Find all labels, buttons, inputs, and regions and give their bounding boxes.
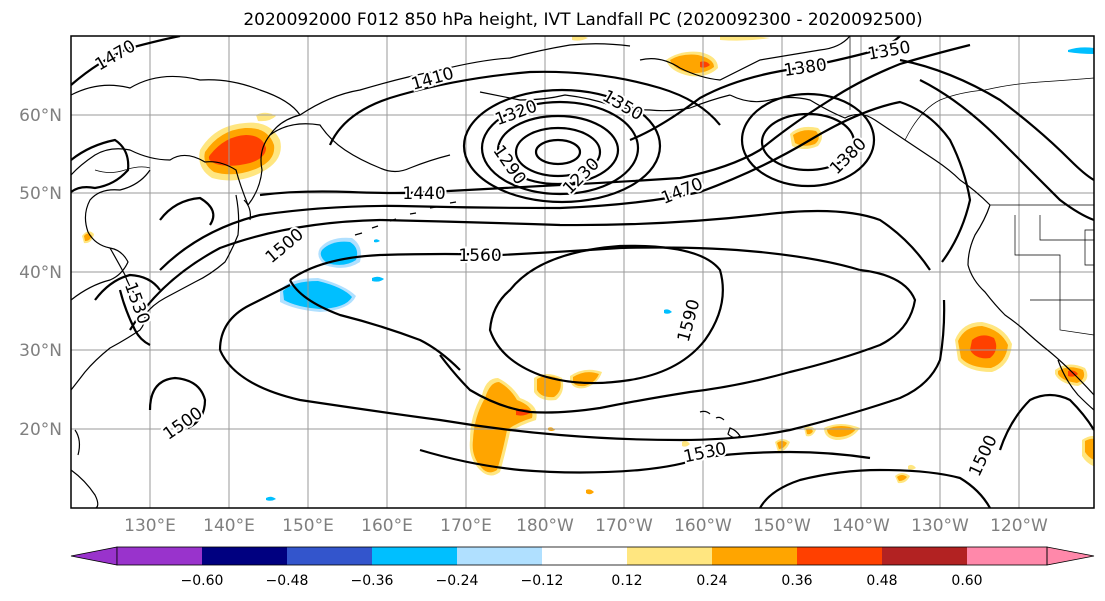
colorbar-tick-label: −0.48 <box>266 573 309 589</box>
colorbar-segment <box>967 547 1047 565</box>
colorbar-tick-label: −0.12 <box>521 573 564 589</box>
contour-label: 1410 <box>409 64 456 95</box>
colorbar-segment <box>372 547 457 565</box>
colorbar-segment <box>542 547 627 565</box>
latitude-labels: 60°N 50°N 40°N 30°N 20°N <box>19 106 62 440</box>
map-frame <box>70 35 1095 509</box>
colorbar-extend-low <box>70 546 118 566</box>
contour-label: 1500 <box>965 432 1001 480</box>
lon-tick-label: 180°W <box>516 516 574 536</box>
political-borders <box>94 36 1094 336</box>
colorbar-segment <box>627 547 712 565</box>
colorbar: −0.60 −0.48 −0.36 −0.24 −0.12 0.12 0.24 … <box>70 546 1095 589</box>
colorbar-tick-label: 0.12 <box>611 573 642 589</box>
lon-tick-label: 160°W <box>674 516 732 536</box>
shade-central-orange <box>472 382 533 473</box>
contour-label: 1380 <box>826 134 871 179</box>
height-contours <box>71 36 1094 508</box>
colorbar-segment <box>117 547 202 565</box>
colorbar-segment <box>882 547 967 565</box>
contour-label: 1440 <box>402 184 445 204</box>
lon-tick-label: 120°W <box>990 516 1048 536</box>
contour-label: 1470 <box>92 36 139 75</box>
colorbar-ticks: −0.60 −0.48 −0.36 −0.24 −0.12 0.12 0.24 … <box>181 573 983 589</box>
colorbar-extend-high <box>1046 546 1095 566</box>
lon-tick-label: 150°W <box>753 516 811 536</box>
colorbar-tick-label: −0.24 <box>436 573 479 589</box>
figure-title: 2020092000 F012 850 hPa height, IVT Land… <box>243 10 922 30</box>
lon-tick-label: 130°E <box>124 516 176 536</box>
contour-label: 1500 <box>262 225 308 268</box>
contour-label: 1380 <box>782 55 828 81</box>
graticule <box>71 36 1094 508</box>
ivt-shading <box>82 36 1094 501</box>
contour-label: 1590 <box>674 297 705 344</box>
contour-label: 1500 <box>160 403 207 444</box>
lon-tick-label: 140°E <box>203 516 255 536</box>
colorbar-tick-label: 0.48 <box>866 573 897 589</box>
lon-tick-label: 160°E <box>361 516 413 536</box>
lon-tick-label: 170°E <box>440 516 492 536</box>
colorbar-segment <box>797 547 882 565</box>
lat-tick-label: 40°N <box>19 263 62 283</box>
lat-tick-label: 50°N <box>19 184 62 204</box>
colorbar-segment <box>457 547 542 565</box>
lat-tick-label: 20°N <box>19 420 62 440</box>
lon-tick-label: 140°W <box>832 516 890 536</box>
colorbar-tick-label: −0.60 <box>181 573 224 589</box>
lon-tick-label: 170°W <box>595 516 653 536</box>
lat-tick-label: 30°N <box>19 341 62 361</box>
longitude-labels: 130°E 140°E 150°E 160°E 170°E 180°W 170°… <box>124 516 1048 536</box>
lon-tick-label: 130°W <box>911 516 969 536</box>
lon-tick-label: 150°E <box>282 516 334 536</box>
colorbar-tick-label: 0.60 <box>951 573 982 589</box>
map-area: 1470 1410 1320 1350 1350 1380 1290 1230 … <box>71 36 1094 508</box>
colorbar-tick-label: 0.36 <box>781 573 812 589</box>
colorbar-tick-label: −0.36 <box>351 573 394 589</box>
colorbar-tick-label: 0.24 <box>696 573 727 589</box>
colorbar-segment <box>287 547 372 565</box>
contour-label: 1560 <box>458 246 501 266</box>
lat-tick-label: 60°N <box>19 106 62 126</box>
shade-okhotsk-red <box>208 135 266 166</box>
colorbar-segment <box>202 547 287 565</box>
coastlines <box>71 36 1094 508</box>
colorbar-segment <box>712 547 797 565</box>
